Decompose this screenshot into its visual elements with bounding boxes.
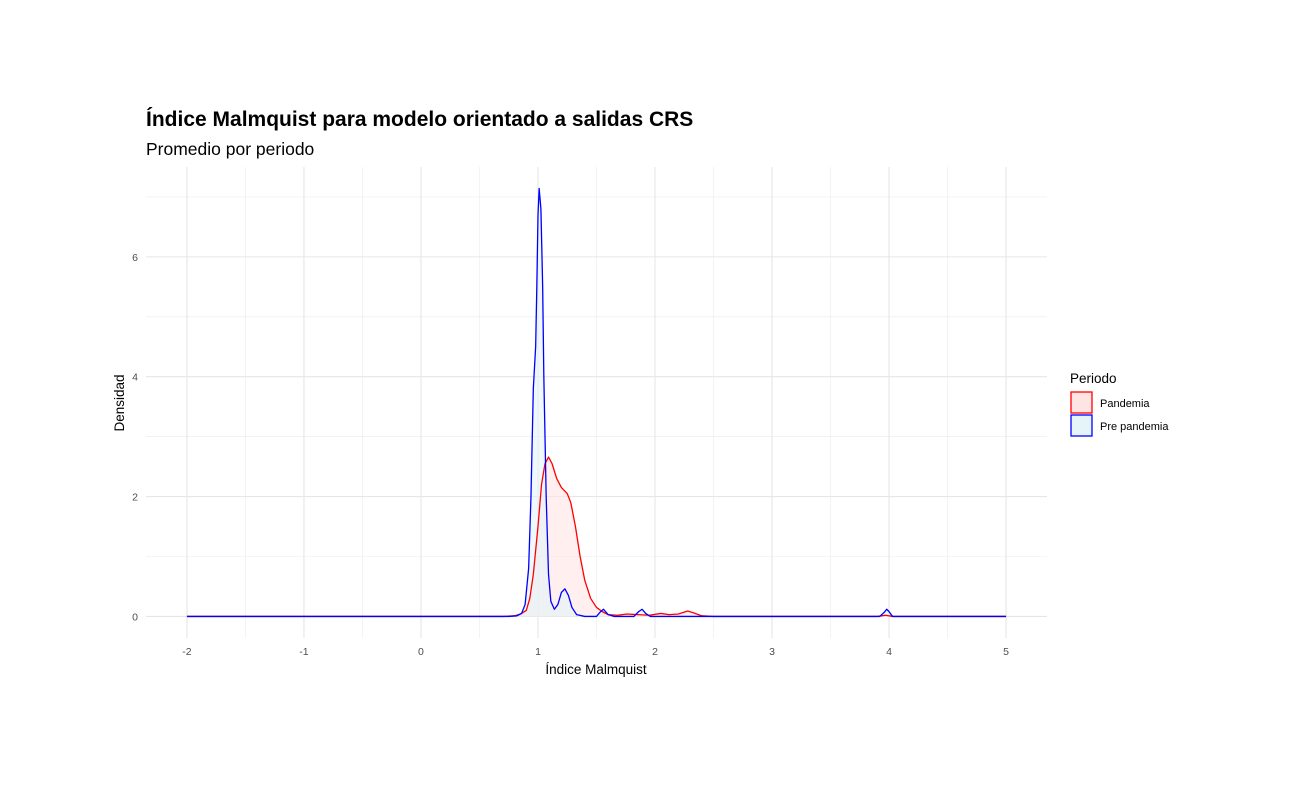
legend-key-1	[1070, 414, 1093, 437]
legend-label-1: Pre pandemia	[1100, 421, 1169, 433]
x-tick-label: 1	[535, 646, 541, 658]
legend-title: Periodo	[1070, 371, 1117, 386]
x-tick-label: 3	[769, 646, 775, 658]
y-tick-labels: 0 2 4 6	[132, 252, 138, 624]
legend-key-0	[1070, 391, 1093, 414]
y-tick-label: 6	[132, 252, 138, 264]
x-axis-title: Índice Malmquist	[545, 662, 647, 677]
density-line-0	[186, 456, 1007, 618]
x-tick-label: -2	[182, 646, 191, 658]
density-lines	[186, 187, 1007, 618]
grid-lines	[146, 167, 1047, 638]
x-tick-label: 5	[1003, 646, 1009, 658]
x-tick-label: 0	[418, 646, 424, 658]
x-tick-label: 2	[652, 646, 658, 658]
y-tick-label: 0	[132, 611, 138, 623]
chart-subtitle: Promedio por periodo	[146, 139, 315, 159]
y-tick-label: 2	[132, 492, 138, 504]
legend: Periodo Pandemia Pre pandemia	[1070, 371, 1169, 437]
legend-label-0: Pandemia	[1100, 398, 1150, 410]
y-tick-label: 4	[132, 372, 138, 384]
chart-title: Índice Malmquist para modelo orientado a…	[146, 108, 694, 131]
y-axis-title: Densidad	[112, 374, 127, 431]
x-tick-label: -1	[299, 646, 308, 658]
density-line-1	[186, 187, 1007, 618]
x-tick-labels: -2 -1 0 1 2 3 4 5	[182, 646, 1009, 658]
x-tick-label: 4	[886, 646, 892, 658]
